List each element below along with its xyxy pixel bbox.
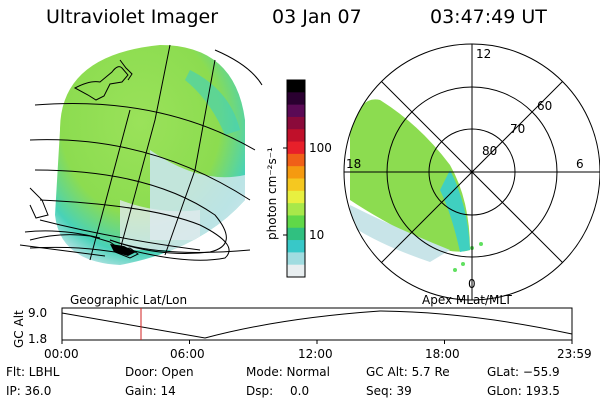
timeline-xtick-1800: 18:00 [425, 347, 460, 361]
geographic-map [19, 44, 263, 265]
lat-lon-grid [29, 44, 263, 261]
cbar-cell [287, 116, 305, 130]
cbar-cell [287, 153, 305, 167]
timeline-xtick-0600: 06:00 [170, 347, 205, 361]
cbar-cell [287, 264, 305, 278]
dsp-label: Dsp: [246, 384, 273, 398]
mode-value: Mode: Normal [246, 365, 330, 379]
orbit-altitude-timeline: GC Alt 9.0 1.8 00:00 06:00 12:00 18:00 2… [12, 306, 592, 361]
footer-info: Flt: LBHL IP: 36.0 Door: Open Gain: 14 M… [6, 365, 560, 398]
cbar-label-10: 10 [309, 228, 324, 242]
timeline-ytick-1-8: 1.8 [28, 332, 47, 346]
cbar-cell [287, 129, 305, 143]
timeline-ticks [61, 340, 573, 344]
lat-label-70: 70 [510, 122, 525, 136]
timeline-ytick-9: 9.0 [28, 306, 47, 320]
aurora-emission-polar [350, 99, 470, 252]
polar-grid [343, 43, 600, 301]
cbar-cell [287, 104, 305, 118]
apex-label: Apex MLat/MLT [422, 293, 512, 307]
cbar-label-100: 100 [309, 141, 332, 155]
color-bar: 100 10 photon cm⁻²s⁻¹ [265, 79, 332, 278]
cbar-cell [287, 92, 305, 106]
cbar-cell [287, 141, 305, 155]
cbar-cell [287, 166, 305, 179]
polar-dim-emission [350, 205, 450, 262]
lat-label-80: 80 [482, 144, 497, 158]
cbar-cell [287, 252, 305, 266]
speckle-3 [461, 262, 465, 266]
cbar-cell [287, 80, 305, 93]
timeline-frame [61, 307, 573, 341]
polar-plot: 12 18 6 0 60 70 80 [343, 43, 600, 301]
cbar-cell [287, 190, 305, 204]
gc-alt-value: GC Alt: 5.7 Re [366, 365, 450, 379]
timeline-xtick-0000: 00:00 [44, 347, 79, 361]
timeline-xtick-1200: 12:00 [298, 347, 333, 361]
cbar-cell [287, 215, 305, 229]
seq-value: Seq: 39 [366, 384, 412, 398]
speckle-4 [453, 268, 457, 272]
mlt-label-12: 12 [476, 47, 491, 61]
timeline-xtick-2359: 23:59 [557, 347, 592, 361]
lat-label-60: 60 [537, 99, 552, 113]
door-value: Door: Open [125, 365, 194, 379]
dsp-value: 0.0 [290, 384, 309, 398]
antarctic-coast-mark [110, 244, 136, 256]
geographic-label: Geographic Lat/Lon [70, 293, 187, 307]
altitude-curve [61, 310, 573, 339]
glat-value: GLat: −55.9 [487, 365, 560, 379]
mlt-label-6: 6 [576, 157, 584, 171]
polar-edge-emission [440, 170, 470, 252]
observation-time: 03:47:49 UT [430, 6, 547, 28]
glon-value: GLon: 193.5 [487, 384, 560, 398]
cbar-unit-label: photon cm⁻²s⁻¹ [265, 147, 279, 240]
mlt-label-18: 18 [346, 157, 361, 171]
cbar-cell [287, 178, 305, 192]
cbar-cell [287, 203, 305, 216]
filter-value: Flt: LBHL [6, 365, 60, 379]
observation-date: 03 Jan 07 [272, 6, 362, 28]
cbar-cell [287, 240, 305, 253]
ip-value: IP: 36.0 [6, 384, 51, 398]
timeline-ylabel: GC Alt [12, 310, 26, 348]
gain-value: Gain: 14 [125, 384, 176, 398]
mlt-label-0: 0 [468, 277, 476, 291]
edge-emission [185, 70, 240, 135]
speckle-1 [479, 242, 483, 246]
cbar-cell [287, 227, 305, 241]
instrument-title: Ultraviolet Imager [46, 6, 219, 28]
